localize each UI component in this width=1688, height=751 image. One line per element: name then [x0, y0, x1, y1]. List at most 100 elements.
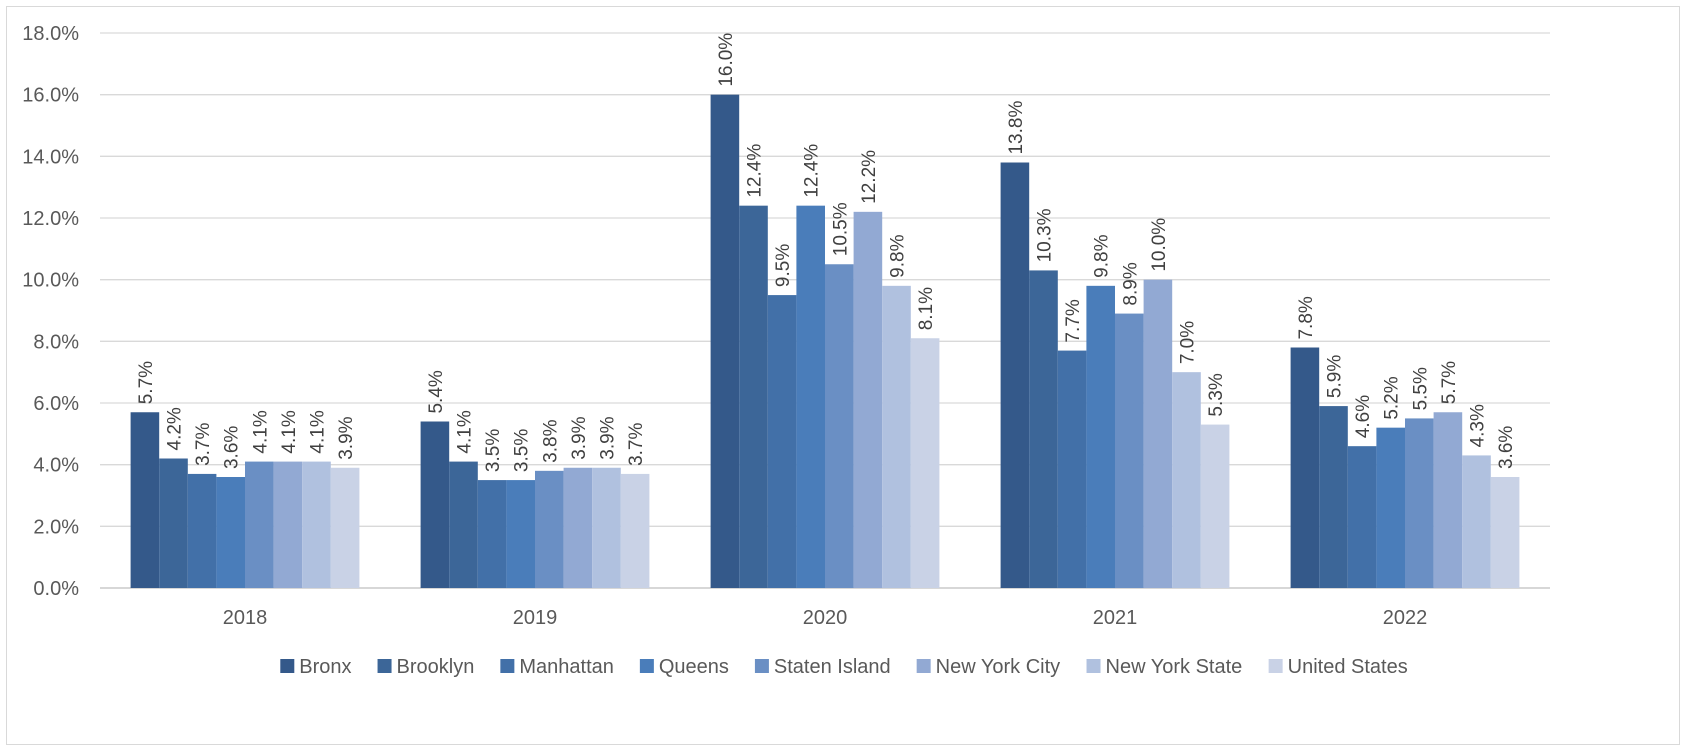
- bar: [767, 295, 797, 588]
- bar: [1000, 162, 1030, 588]
- legend-label: Staten Island: [774, 656, 891, 678]
- y-tick-label: 8.0%: [33, 331, 79, 353]
- x-tick-label: 2018: [223, 607, 268, 629]
- data-label: 3.5%: [512, 429, 533, 472]
- legend-label: New York State: [1106, 656, 1243, 678]
- data-label: 8.9%: [1120, 262, 1141, 305]
- bar: [535, 470, 564, 588]
- bar: [1115, 313, 1144, 588]
- legend-label: Bronx: [299, 656, 351, 678]
- data-label: 4.3%: [1468, 404, 1489, 447]
- data-label: 3.8%: [540, 419, 561, 462]
- bar: [420, 421, 450, 588]
- y-tick-label: 12.0%: [22, 208, 79, 230]
- x-tick-label: 2021: [1093, 607, 1138, 629]
- legend-label: Brooklyn: [397, 656, 475, 678]
- data-label: 5.7%: [136, 361, 157, 404]
- data-label: 16.0%: [716, 33, 737, 87]
- data-label: 13.8%: [1006, 101, 1027, 155]
- legend-swatch: [1268, 659, 1283, 673]
- legend-swatch: [280, 659, 295, 673]
- data-label: 4.2%: [165, 407, 186, 450]
- legend-swatch: [377, 659, 392, 673]
- data-label: 4.1%: [250, 410, 271, 453]
- data-label: 4.6%: [1353, 395, 1374, 438]
- y-tick-label: 2.0%: [33, 516, 79, 538]
- bar: [506, 480, 535, 588]
- bar: [1319, 406, 1348, 588]
- bar: [477, 480, 507, 588]
- bar: [825, 264, 854, 588]
- bar: [853, 211, 883, 589]
- data-label: 3.7%: [193, 423, 214, 466]
- bar: [273, 461, 303, 588]
- bar: [302, 461, 331, 588]
- data-label: 3.9%: [336, 416, 357, 459]
- bar: [620, 473, 650, 588]
- bar: [1057, 350, 1087, 588]
- bar: [1462, 455, 1491, 588]
- bar: [1200, 424, 1230, 588]
- data-label: 12.4%: [802, 144, 823, 198]
- data-label: 3.5%: [483, 429, 504, 472]
- y-tick-label: 14.0%: [22, 146, 79, 168]
- x-tick-label: 2019: [513, 607, 558, 629]
- bar: [796, 205, 825, 588]
- data-label: 10.3%: [1035, 208, 1056, 262]
- data-label: 5.7%: [1439, 361, 1460, 404]
- bar: [739, 205, 768, 588]
- data-label: 8.1%: [916, 287, 937, 330]
- bar: [1490, 477, 1520, 588]
- bar: [159, 458, 188, 588]
- bar: [1376, 427, 1405, 588]
- data-label: 7.0%: [1178, 321, 1199, 364]
- bar: [245, 461, 274, 588]
- data-label: 5.4%: [426, 370, 447, 413]
- bar: [1290, 347, 1320, 588]
- legend-swatch: [1086, 659, 1101, 673]
- data-label: 7.8%: [1296, 296, 1317, 339]
- data-label: 5.5%: [1410, 367, 1431, 410]
- data-label: 3.9%: [598, 416, 619, 459]
- data-label: 10.5%: [830, 202, 851, 256]
- data-label: 9.5%: [773, 244, 794, 287]
- bar: [216, 477, 245, 588]
- legend-swatch: [754, 659, 769, 673]
- bar: [1405, 418, 1434, 588]
- bar: [449, 461, 478, 588]
- data-label: 12.4%: [745, 144, 766, 198]
- bar: [1029, 270, 1058, 588]
- data-label: 9.8%: [1092, 234, 1113, 277]
- bar: [882, 285, 911, 588]
- data-label: 5.2%: [1382, 376, 1403, 419]
- data-label: 5.3%: [1206, 373, 1227, 416]
- y-tick-label: 16.0%: [22, 85, 79, 107]
- bar: [1086, 285, 1115, 588]
- legend-label: Manhattan: [519, 656, 614, 678]
- bar: [710, 94, 740, 589]
- bar: [130, 412, 160, 588]
- bar: [910, 338, 940, 588]
- data-label: 7.7%: [1063, 299, 1084, 342]
- bar: [1347, 446, 1377, 588]
- data-label: 4.1%: [279, 410, 300, 453]
- legend-swatch: [639, 659, 654, 673]
- bar: [187, 473, 217, 588]
- y-tick-label: 18.0%: [22, 23, 79, 45]
- legend-swatch: [916, 659, 931, 673]
- data-label: 3.7%: [626, 423, 647, 466]
- bar: [563, 467, 593, 588]
- bar: [1143, 279, 1173, 588]
- data-label: 3.6%: [1496, 426, 1517, 469]
- x-tick-label: 2020: [803, 607, 848, 629]
- x-tick-label: 2022: [1383, 607, 1428, 629]
- bar: [592, 467, 621, 588]
- bar: [1433, 412, 1463, 588]
- legend-label: Queens: [659, 656, 729, 678]
- data-label: 9.8%: [888, 234, 909, 277]
- legend-swatch: [500, 659, 515, 673]
- data-label: 10.0%: [1149, 218, 1170, 272]
- bar: [1172, 372, 1201, 588]
- y-tick-label: 4.0%: [33, 455, 79, 477]
- y-tick-label: 0.0%: [33, 578, 79, 600]
